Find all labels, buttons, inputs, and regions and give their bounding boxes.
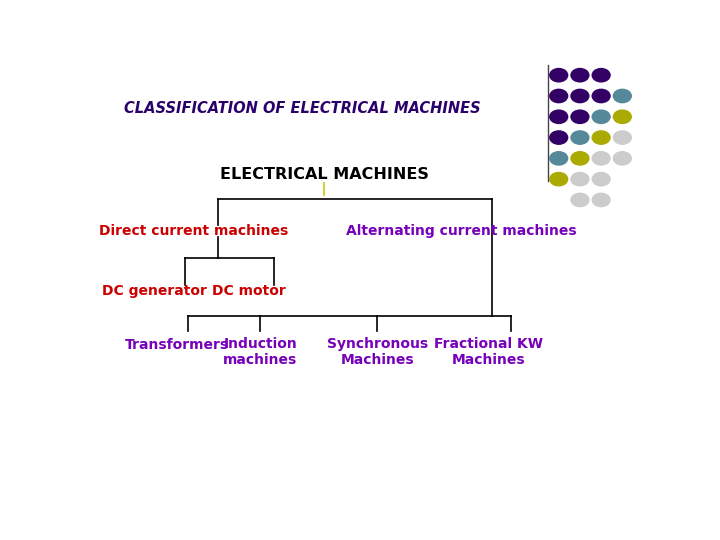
Circle shape (613, 89, 631, 103)
Circle shape (571, 131, 589, 144)
Text: Transformers: Transformers (125, 339, 228, 353)
Circle shape (592, 89, 610, 103)
Circle shape (571, 110, 589, 124)
Text: Synchronous
Machines: Synchronous Machines (327, 336, 428, 367)
Circle shape (571, 193, 589, 207)
Text: DC generator: DC generator (102, 285, 207, 299)
Text: Alternating current machines: Alternating current machines (346, 224, 577, 238)
Circle shape (592, 193, 610, 207)
Circle shape (592, 131, 610, 144)
Circle shape (571, 172, 589, 186)
Text: Fractional KW
Machines: Fractional KW Machines (434, 336, 544, 367)
Circle shape (550, 69, 567, 82)
Circle shape (592, 152, 610, 165)
Circle shape (550, 152, 567, 165)
Circle shape (550, 172, 567, 186)
Circle shape (613, 131, 631, 144)
Circle shape (571, 89, 589, 103)
Circle shape (550, 89, 567, 103)
Circle shape (592, 69, 610, 82)
Circle shape (613, 152, 631, 165)
Circle shape (613, 110, 631, 124)
Text: Direct current machines: Direct current machines (99, 224, 288, 238)
Circle shape (571, 69, 589, 82)
Text: DC motor: DC motor (212, 285, 286, 299)
Circle shape (592, 172, 610, 186)
Text: CLASSIFICATION OF ELECTRICAL MACHINES: CLASSIFICATION OF ELECTRICAL MACHINES (124, 101, 480, 116)
Circle shape (592, 110, 610, 124)
Circle shape (571, 152, 589, 165)
Text: ELECTRICAL MACHINES: ELECTRICAL MACHINES (220, 167, 429, 183)
Text: Induction
machines: Induction machines (223, 336, 297, 367)
Circle shape (550, 131, 567, 144)
Circle shape (550, 110, 567, 124)
